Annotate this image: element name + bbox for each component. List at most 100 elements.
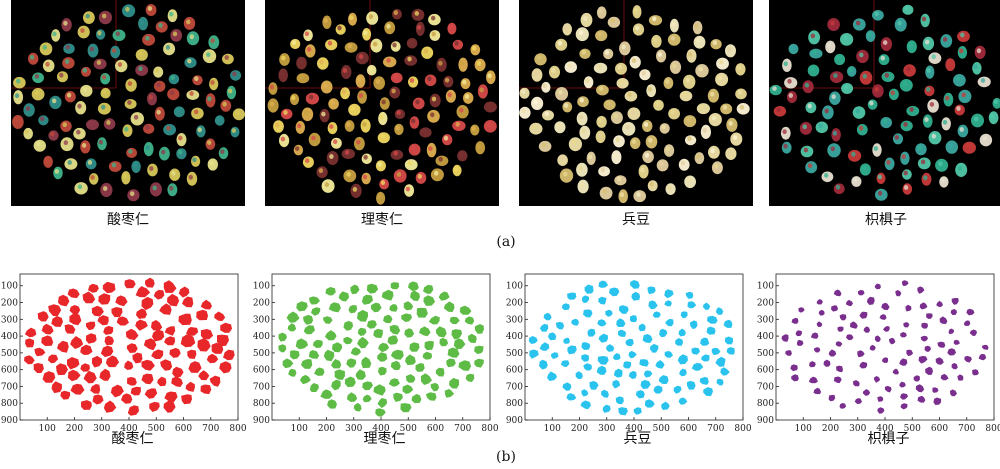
x-tick-label: 400 [625,424,642,434]
plot-frame [775,273,995,421]
seed-region [451,329,462,340]
seed-highlight [630,109,635,115]
seed-highlight [597,132,602,138]
x-tick-label: 500 [904,424,921,434]
seed-highlight [407,56,412,62]
seed-region [567,292,577,300]
seed-region [862,389,871,396]
seed-highlight [216,116,221,122]
seed-highlight [579,182,585,188]
seed-highlight [621,44,626,50]
seed-highlight [16,78,21,84]
seed-region [371,302,382,313]
seed-region [874,283,881,290]
seed-region [877,396,884,402]
seed-region [932,387,939,393]
seed-highlight [417,174,422,179]
seed-highlight [804,82,810,88]
y-tick-label: 900 [253,416,270,426]
seed-region [200,299,212,310]
seed-highlight [567,63,572,68]
seed-highlight [186,19,191,25]
seed-highlight [908,42,913,48]
seed-highlight [232,71,237,77]
seed-region [419,326,431,337]
seed-highlight [615,137,620,143]
x-tick-label: 700 [707,424,724,434]
seed-highlight [602,189,608,195]
seed-region [83,370,97,384]
seed-region [951,363,958,370]
seed-highlight [207,96,212,102]
seed-highlight [659,161,664,167]
seed-region [900,393,908,400]
seed-highlight [305,158,310,164]
seed-region [837,326,844,332]
seed-region [56,363,68,376]
seed-region [153,289,165,300]
seed-highlight [920,159,926,165]
seed-region [561,360,570,367]
seed-region [936,300,943,307]
seed-region [703,387,713,397]
seed-highlight [102,13,107,19]
x-tick-label: 800 [734,424,751,434]
seed-highlight [948,143,953,149]
seed-region [963,320,971,326]
seed-region [346,392,358,402]
seed-region [124,360,134,370]
y-tick-label: 700 [757,382,774,392]
seed-region [892,368,899,375]
seed-highlight [687,136,692,142]
seed-highlight [80,28,85,33]
seed-highlight [76,129,81,135]
seed-region [178,313,192,326]
seed-highlight [228,88,233,94]
seed-highlight [423,48,429,54]
seed-highlight [102,89,107,95]
seed-highlight [152,185,157,191]
seed-highlight [377,194,382,200]
seed-region [678,397,688,405]
seed-highlight [309,94,314,100]
seed-region [813,387,822,395]
seed-highlight [115,31,121,37]
seed-region [100,345,114,358]
seed-highlight [82,87,88,92]
seed-region [809,361,816,368]
seed-region [362,381,373,391]
seed-region [720,367,730,376]
seed-region [389,304,398,312]
seed-highlight [106,120,111,125]
seed-highlight [45,61,50,67]
seed-region [602,404,611,413]
seed-region [435,367,445,377]
seed-region [612,353,621,360]
seed-highlight [572,140,577,146]
seed-highlight [959,48,964,54]
segmentation-plot-4: 100 200 300 400 500 600 700 800 100 200 300 400 500 6… [757,273,1000,434]
seed-highlight [291,95,296,101]
seed-region [303,314,314,325]
seed-highlight [132,162,138,168]
seed-region [366,283,379,294]
seed-highlight [165,45,171,50]
seed-highlight [718,75,723,81]
seed-region [377,398,388,408]
seed-highlight [558,89,563,95]
seed-region [982,344,989,350]
seed-highlight [356,139,361,145]
seed-highlight [613,113,618,119]
seed-region [444,389,455,398]
seed-region [353,402,362,412]
seed-highlight [917,145,922,151]
seed-highlight [175,107,181,113]
seed-highlight [44,157,50,163]
seed-region [583,363,592,371]
x-tick-label: 700 [958,424,975,434]
seed-region [474,358,484,368]
seed-region [300,374,311,385]
seed-region [47,354,59,364]
seed-highlight [521,89,526,95]
seed-highlight [172,31,178,37]
